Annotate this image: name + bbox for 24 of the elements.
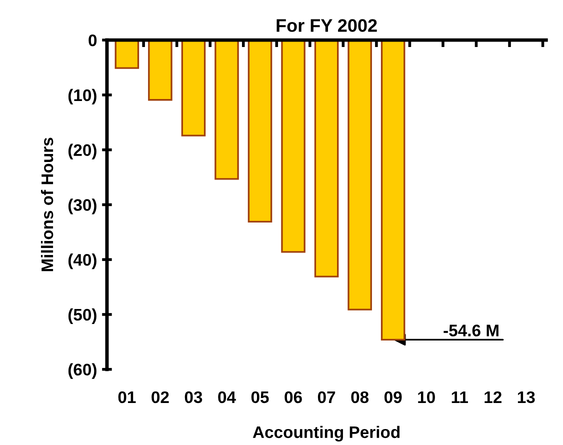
x-tick-label: 07 [318, 391, 336, 404]
y-tick-label: (30) [68, 198, 96, 214]
x-tick-label: 10 [418, 391, 435, 404]
annotation: -54.6 M [444, 324, 498, 336]
x-tick-label: 09 [384, 391, 402, 404]
y-tick-label: (60) [68, 363, 96, 379]
x-axis-title: Accounting Period [252, 426, 400, 442]
x-tick-label: 01 [118, 391, 136, 404]
x-tick-label: 12 [484, 391, 502, 403]
y-tick-label: (20) [68, 144, 96, 160]
y-tick-label: (40) [68, 254, 96, 270]
x-tick-label: 04 [218, 391, 236, 404]
x-tick-label: 03 [184, 391, 202, 404]
x-tick-label: 08 [351, 391, 369, 404]
x-tick-label: 06 [284, 391, 302, 404]
y-tick-label: (10) [68, 88, 96, 104]
x-tick-label: 05 [251, 391, 269, 404]
y-tick-label: (50) [68, 308, 96, 324]
y-tick-label: 0 [88, 34, 97, 46]
x-tick-label: 02 [152, 391, 169, 404]
chart-title: For FY 2002 [276, 19, 377, 32]
x-tick-label: 11 [452, 391, 468, 403]
x-tick-label: 13 [518, 391, 535, 404]
y-axis-title: Millions of Hours [40, 138, 54, 272]
